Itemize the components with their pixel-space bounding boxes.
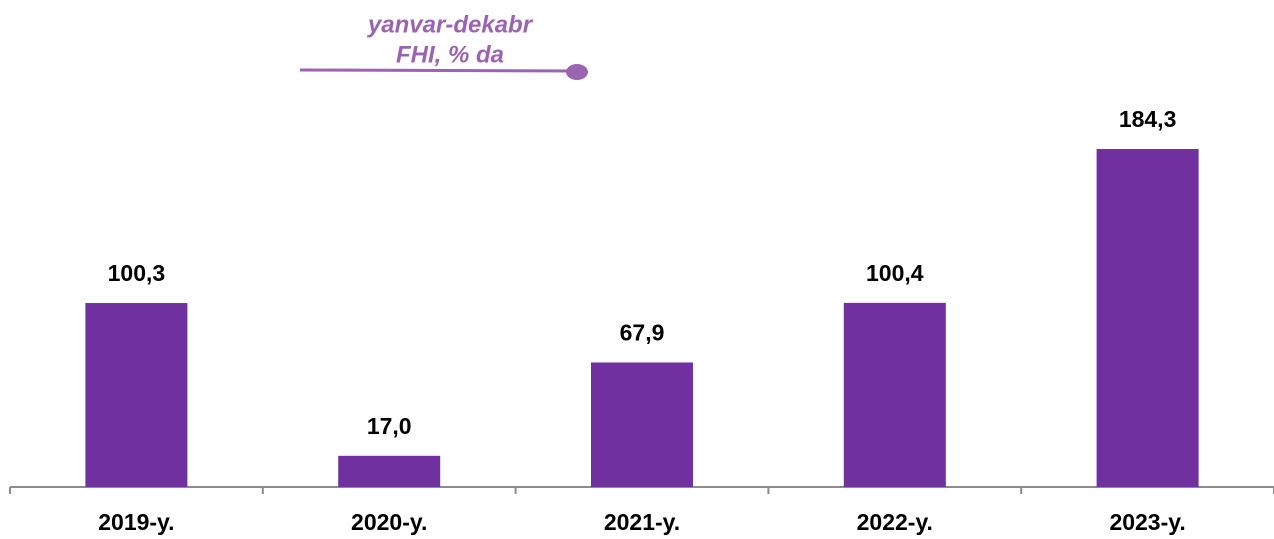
value-label: 100,4 — [866, 260, 924, 286]
value-label: 184,3 — [1119, 106, 1177, 132]
bar — [843, 302, 946, 487]
chart-title: FHI, % da — [396, 41, 504, 68]
x-tick-label: 2019-y. — [98, 509, 174, 535]
bar — [1096, 149, 1199, 487]
bar — [338, 455, 441, 487]
decor-line — [299, 68, 578, 73]
value-label: 100,3 — [108, 260, 166, 286]
x-tick-label: 2023-y. — [1109, 509, 1185, 535]
x-tick-label: 2020-y. — [351, 509, 427, 535]
value-label: 67,9 — [620, 320, 665, 346]
bar — [85, 303, 188, 487]
x-tick-label: 2022-y. — [857, 509, 933, 535]
value-label: 17,0 — [367, 413, 412, 439]
decor-dot — [566, 64, 588, 80]
chart-title: yanvar-dekabr — [367, 11, 534, 38]
x-tick-label: 2021-y. — [604, 509, 680, 535]
bar — [591, 362, 693, 487]
